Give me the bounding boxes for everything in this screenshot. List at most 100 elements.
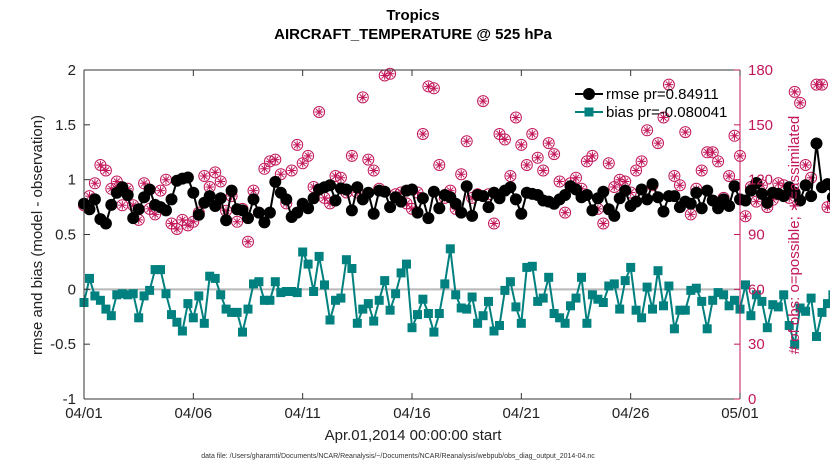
possible-marker: [542, 137, 555, 150]
rmse-marker: [329, 194, 342, 207]
bias-marker: [746, 311, 756, 321]
bias-marker: [243, 304, 253, 314]
bias-marker: [396, 268, 406, 278]
rmse-marker: [395, 195, 408, 208]
assimilated-marker: [320, 193, 329, 203]
assimilated-marker: [806, 173, 816, 183]
assimilated-marker: [795, 98, 805, 108]
assimilated-marker: [271, 155, 280, 164]
possible-marker: [313, 106, 326, 118]
bias-marker: [511, 302, 521, 312]
legend-bias-marker: [584, 107, 594, 117]
rmse-marker: [406, 183, 418, 196]
assimilated-marker: [325, 199, 335, 208]
bias-marker: [702, 324, 712, 334]
rmse-marker: [826, 191, 830, 203]
bias-marker: [467, 292, 477, 302]
assimilated-marker: [210, 168, 220, 177]
assimilated-marker: [435, 160, 444, 170]
bias-marker: [566, 301, 575, 311]
bias-marker: [462, 304, 472, 314]
rmse-marker: [378, 185, 391, 198]
rmse-marker: [269, 175, 282, 188]
assimilated-marker: [582, 157, 592, 166]
rmse-marker: [794, 194, 807, 207]
bias-marker: [664, 281, 674, 291]
possible-marker: [570, 171, 582, 184]
bias-marker: [112, 290, 122, 300]
rmse-marker: [586, 204, 599, 217]
bias-marker: [194, 291, 204, 301]
bias-marker: [691, 283, 701, 293]
possible-marker: [285, 164, 298, 177]
rmse-marker: [799, 179, 812, 192]
possible-marker: [455, 168, 468, 181]
rmse-marker: [242, 212, 254, 225]
possible-marker: [794, 96, 807, 109]
bias-marker: [653, 266, 663, 276]
bias-marker: [363, 299, 373, 309]
assimilated-marker: [298, 158, 307, 168]
bias-marker: [456, 303, 466, 313]
rmse-marker: [132, 203, 145, 216]
rmse-marker: [88, 193, 101, 206]
rmse-marker: [127, 212, 140, 225]
bias-marker: [484, 296, 493, 306]
rmse-marker: [805, 190, 818, 203]
bias-marker: [134, 313, 144, 323]
y2-axis-label: # of obs: o=possible; ∗=assimilated: [786, 116, 803, 355]
assimilated-marker: [424, 82, 433, 91]
assimilated-marker: [446, 186, 455, 195]
possible-marker: [356, 91, 369, 104]
bias-marker: [221, 304, 231, 314]
bias-marker: [489, 326, 499, 336]
y-tick-label: 2: [68, 62, 76, 79]
assimilated-marker: [500, 135, 510, 144]
y-tick-label: -1: [63, 391, 76, 408]
bias-marker: [210, 273, 220, 283]
rmse-marker: [466, 209, 479, 222]
bias-marker: [801, 306, 811, 316]
assimilated-marker: [538, 166, 548, 175]
possible-marker: [362, 153, 375, 166]
assimilated-marker: [413, 188, 422, 197]
bias-marker: [773, 302, 783, 312]
assimilated-marker: [489, 219, 499, 228]
assimilated-marker: [336, 173, 346, 183]
assimilated-marker: [817, 80, 827, 89]
assimilated-marker: [467, 193, 477, 203]
possible-marker: [531, 151, 544, 164]
y-tick-label: 0.5: [55, 227, 76, 244]
bias-marker: [90, 291, 100, 301]
assimilated-marker: [118, 201, 127, 210]
assimilated-marker: [221, 206, 231, 215]
assimilated-marker: [610, 182, 619, 192]
assimilated-marker: [571, 173, 581, 183]
bias-marker: [478, 311, 488, 321]
bias-marker: [522, 262, 532, 272]
assimilated-marker: [697, 166, 706, 175]
assimilated-marker: [675, 180, 685, 190]
assimilated-marker: [708, 147, 717, 157]
x-tick-label: 04/01: [65, 405, 103, 422]
bias-marker: [795, 303, 805, 313]
rmse-marker: [761, 196, 774, 209]
bias-marker: [117, 289, 127, 299]
assimilated-marker: [347, 151, 357, 161]
assimilated-marker: [167, 219, 176, 228]
assimilated-marker: [495, 129, 504, 139]
assimilated-marker: [139, 179, 149, 188]
rmse-marker: [302, 202, 315, 215]
assimilated-marker: [107, 184, 116, 194]
possible-marker: [673, 179, 686, 192]
possible-marker: [635, 155, 648, 168]
assimilated-marker: [369, 166, 378, 175]
rmse-marker: [225, 184, 238, 197]
rmse-marker: [280, 193, 293, 206]
possible-marker: [209, 166, 222, 179]
bias-marker: [303, 259, 313, 269]
assimilated-marker: [150, 210, 160, 219]
bias-marker: [418, 294, 428, 304]
assimilated-marker: [615, 175, 624, 184]
rmse-marker: [630, 195, 643, 208]
